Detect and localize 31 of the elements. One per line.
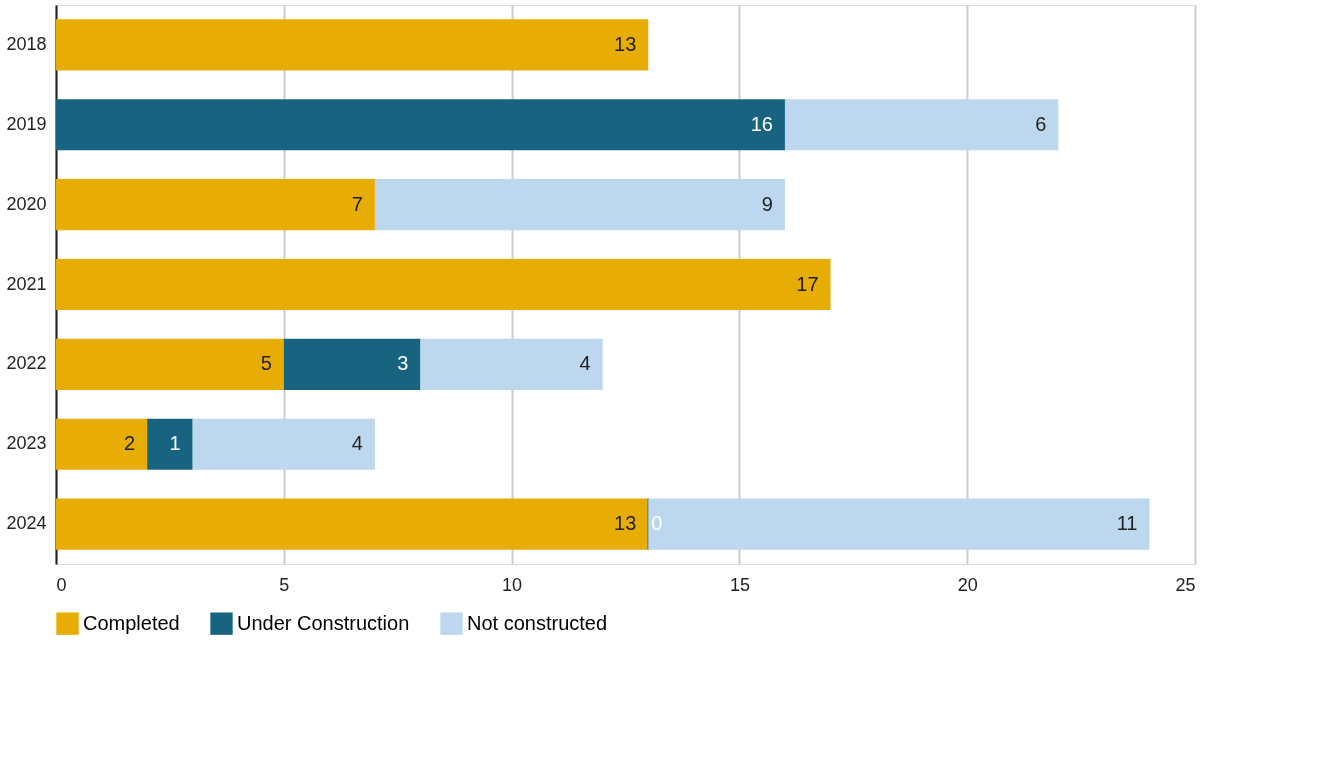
x-tick-label: 5 — [279, 574, 290, 595]
y-tick-label: 2022 — [6, 353, 47, 374]
y-tick-label: 2023 — [6, 433, 47, 454]
data-label: 13 — [614, 512, 637, 535]
legend-label: Completed — [83, 611, 180, 634]
data-label: 7 — [351, 192, 363, 215]
data-label: 1 — [169, 432, 181, 455]
data-label: 0 — [651, 512, 663, 535]
data-label: 4 — [351, 432, 363, 455]
data-label: 9 — [761, 192, 773, 215]
legend-label: Under Construction — [237, 611, 410, 634]
legend-label: Not constructed — [467, 611, 608, 634]
x-tick-label: 10 — [502, 574, 523, 595]
x-tick-label: 15 — [729, 574, 750, 595]
data-label: 17 — [796, 272, 819, 295]
y-tick-label: 2020 — [6, 193, 47, 214]
data-label: 3 — [397, 352, 409, 375]
data-label: 2 — [124, 432, 136, 455]
data-label: 16 — [750, 112, 773, 135]
x-tick-label: 25 — [1175, 574, 1196, 595]
y-tick-label: 2024 — [6, 513, 47, 534]
y-tick-label: 2019 — [6, 113, 47, 134]
data-label: 4 — [579, 352, 591, 375]
data-label: 11 — [1116, 512, 1138, 535]
y-tick-label: 2021 — [6, 273, 47, 294]
data-label: 13 — [614, 32, 637, 55]
y-tick-label: 2018 — [6, 33, 47, 54]
x-tick-label: 0 — [56, 574, 67, 595]
x-tick-label: 20 — [957, 574, 978, 595]
data-label: 5 — [260, 352, 272, 375]
data-label: 6 — [1035, 112, 1047, 135]
